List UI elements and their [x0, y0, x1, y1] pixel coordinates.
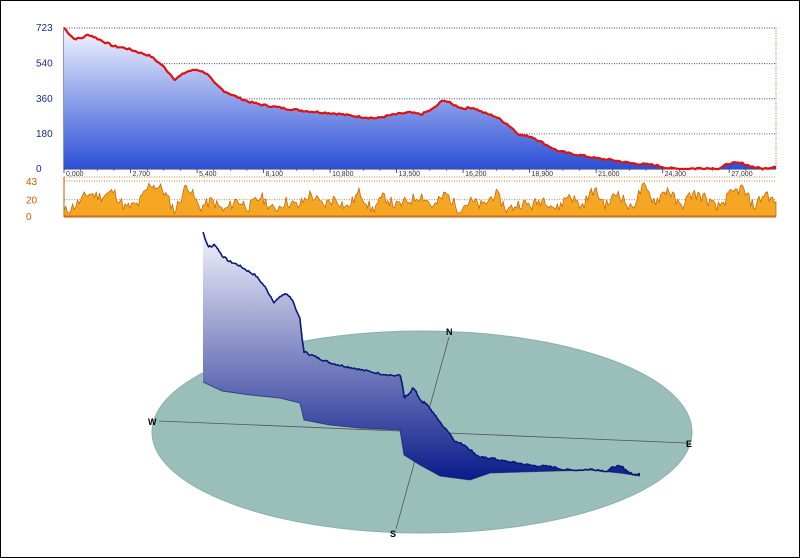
elevation-area	[64, 28, 776, 169]
elevation-line	[63, 27, 776, 171]
elevation-x-tick-label: 2,700	[133, 171, 151, 178]
compass-label-w: W	[148, 417, 157, 427]
terrain-track-top	[202, 231, 641, 477]
elevation-x-tick-label: 13,500	[399, 171, 421, 178]
elevation-y-tick-label: 360	[36, 94, 53, 105]
elevation-y-ticks: 0 180 360 540 723	[36, 23, 53, 175]
compass-label-s: S	[390, 529, 396, 539]
elevation-y-tick-label: 540	[36, 59, 53, 70]
elevation-x-tick-label: 16,200	[465, 171, 487, 178]
compass-label-n: N	[446, 327, 453, 337]
elevation-x-tick-label: 21,600	[598, 171, 620, 178]
elevation-x-ticks: 0,000 2,700 5,400 8,100 10,800 13,500 16,200 18…	[63, 169, 763, 178]
elevation-y-tick-label: 0	[36, 164, 42, 175]
elevation-x-tick-label: 10,800	[332, 171, 354, 178]
terrain-track-base	[202, 381, 641, 481]
secondary-y-ticks: 0 20 43	[26, 177, 38, 223]
terrain-3d-view: N E S W	[148, 231, 693, 539]
secondary-area	[63, 182, 777, 217]
elevation-x-tick-label: 8,100	[266, 171, 284, 178]
compass-label-e: E	[686, 439, 692, 449]
elevation-y-tick-label: 180	[36, 129, 53, 140]
elevation-y-tick-label: 723	[36, 23, 53, 34]
secondary-y-tick-label: 43	[26, 177, 38, 188]
terrain-curtain	[203, 232, 640, 480]
secondary-y-tick-label: 0	[26, 212, 32, 223]
elevation-x-tick-label: 27,000	[731, 171, 753, 178]
elevation-x-tick-label: 24,300	[665, 171, 687, 178]
elevation-x-tick-label: 0,000	[66, 171, 84, 178]
elevation-x-tick-label: 5,400	[199, 171, 217, 178]
elevation-x-tick-label: 18,900	[532, 171, 554, 178]
secondary-y-tick-label: 20	[26, 196, 38, 207]
